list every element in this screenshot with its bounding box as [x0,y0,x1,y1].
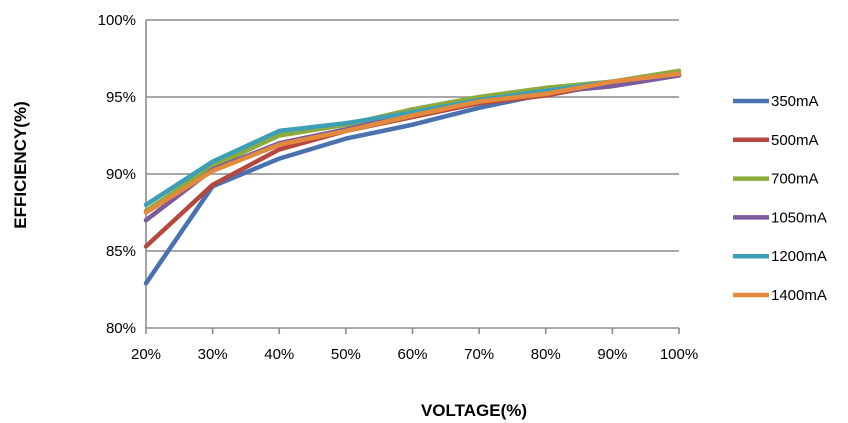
x-tick-label: 20% [131,346,161,363]
x-tick-label: 50% [331,346,361,363]
gridlines [146,19,679,252]
x-tick-label: 40% [264,346,294,363]
series-line-700mA [143,68,682,214]
y-tick-label: 80% [106,320,136,337]
legend-label: 1050mA [771,209,827,226]
x-tick-labels: 20% 30% 40% 50% 60% 70% 80% 90% 100% [131,346,698,363]
x-tick-label: 80% [531,346,561,363]
y-tick-labels: 80% 85% 90% 95% 100% [98,12,136,337]
series-line-1200mA [143,71,682,208]
x-tick-label: 100% [660,346,698,363]
legend-label: 1200mA [771,248,827,265]
y-axis-title: EFFICIENCY(%) [11,101,30,229]
x-tick-label: 60% [397,346,427,363]
legend-label: 350mA [771,93,819,110]
legend: 350mA 500mA 700mA 1050mA 1200mA 1400mA [733,93,827,304]
y-tick-label: 95% [106,89,136,106]
axes [145,20,680,334]
legend-label: 1400mA [771,287,827,304]
y-tick-label: 85% [106,243,136,260]
x-axis-title: VOLTAGE(%) [421,401,527,420]
x-tick-label: 30% [198,346,228,363]
legend-label: 700mA [771,171,819,188]
y-tick-label: 90% [106,166,136,183]
legend-label: 500mA [771,132,819,149]
x-tick-label: 70% [464,346,494,363]
y-tick-label: 100% [98,12,136,29]
series-lines [143,68,682,286]
x-tick-label: 90% [597,346,627,363]
series-line-1400mA [143,71,682,215]
